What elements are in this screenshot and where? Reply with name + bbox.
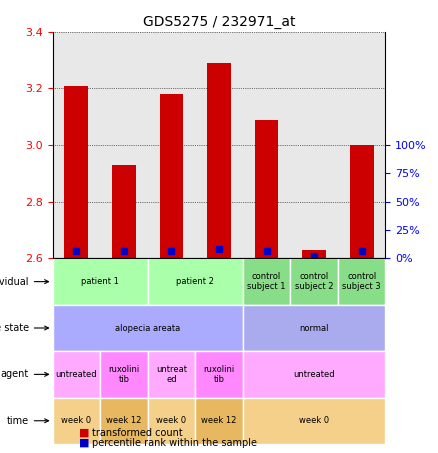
Text: untreat
ed: untreat ed [156,365,187,384]
FancyBboxPatch shape [243,398,385,444]
Text: control
subject 3: control subject 3 [343,272,381,291]
Title: GDS5275 / 232971_at: GDS5275 / 232971_at [143,15,295,29]
FancyBboxPatch shape [195,398,243,444]
Text: agent: agent [0,369,49,379]
FancyBboxPatch shape [243,258,290,305]
Text: week 0: week 0 [156,416,187,425]
Text: untreated: untreated [56,370,97,379]
Bar [207,63,231,258]
Bar [112,165,136,258]
Text: alopecia areata: alopecia areata [115,323,180,333]
Bar [302,250,326,258]
Text: ruxolini
tib: ruxolini tib [108,365,140,384]
FancyBboxPatch shape [100,398,148,444]
Text: patient 2: patient 2 [176,277,214,286]
Bar [350,145,374,258]
FancyBboxPatch shape [148,258,243,305]
Text: percentile rank within the sample: percentile rank within the sample [92,438,257,448]
Text: untreated: untreated [293,370,335,379]
Text: ■: ■ [79,428,89,438]
Text: time: time [7,416,49,426]
FancyBboxPatch shape [195,351,243,398]
Text: transformed count: transformed count [92,428,183,438]
Bar [254,120,279,258]
Text: normal: normal [299,323,329,333]
FancyBboxPatch shape [290,258,338,305]
FancyBboxPatch shape [338,258,385,305]
Text: control
subject 2: control subject 2 [295,272,333,291]
FancyBboxPatch shape [53,398,100,444]
Text: individual: individual [0,277,49,287]
FancyBboxPatch shape [53,305,243,351]
FancyBboxPatch shape [53,351,100,398]
FancyBboxPatch shape [243,351,385,398]
Text: disease state: disease state [0,323,49,333]
FancyBboxPatch shape [148,351,195,398]
Text: ■: ■ [79,438,89,448]
Text: control
subject 1: control subject 1 [247,272,286,291]
FancyBboxPatch shape [53,258,148,305]
Text: patient 1: patient 1 [81,277,119,286]
Text: week 12: week 12 [201,416,237,425]
Text: week 0: week 0 [299,416,329,425]
Text: week 0: week 0 [61,416,92,425]
FancyBboxPatch shape [100,351,148,398]
FancyBboxPatch shape [243,305,385,351]
Text: week 12: week 12 [106,416,141,425]
FancyBboxPatch shape [148,398,195,444]
Bar [159,94,184,258]
Bar [64,86,88,258]
Text: ruxolini
tib: ruxolini tib [203,365,235,384]
